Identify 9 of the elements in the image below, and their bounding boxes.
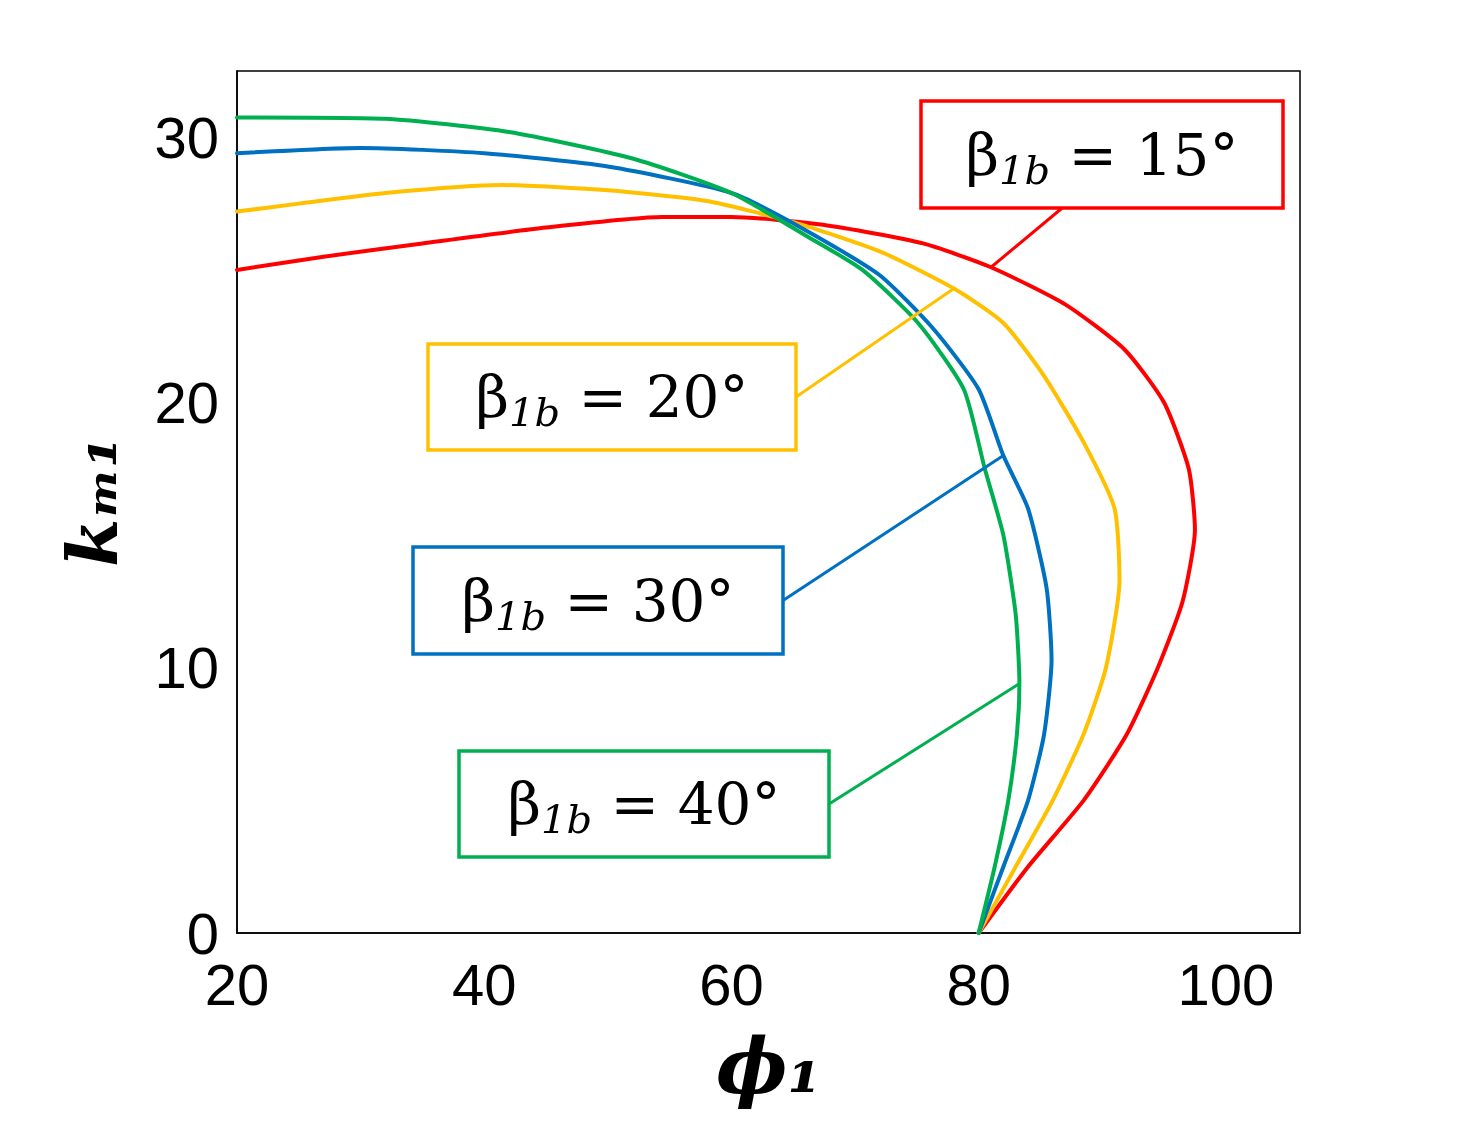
y-tick-label: 10 [154,635,219,701]
y-axis-title: kₘ₁ [50,436,134,568]
x-tick-label: 40 [451,951,517,1017]
x-tick-label: 60 [699,951,764,1017]
y-tick-label: 20 [154,370,219,436]
y-tick-label: 30 [154,104,219,170]
x-axis-title: ϕ₁ [716,1021,821,1111]
x-tick-label: 80 [946,951,1011,1017]
x-tick-label: 100 [1177,951,1275,1017]
